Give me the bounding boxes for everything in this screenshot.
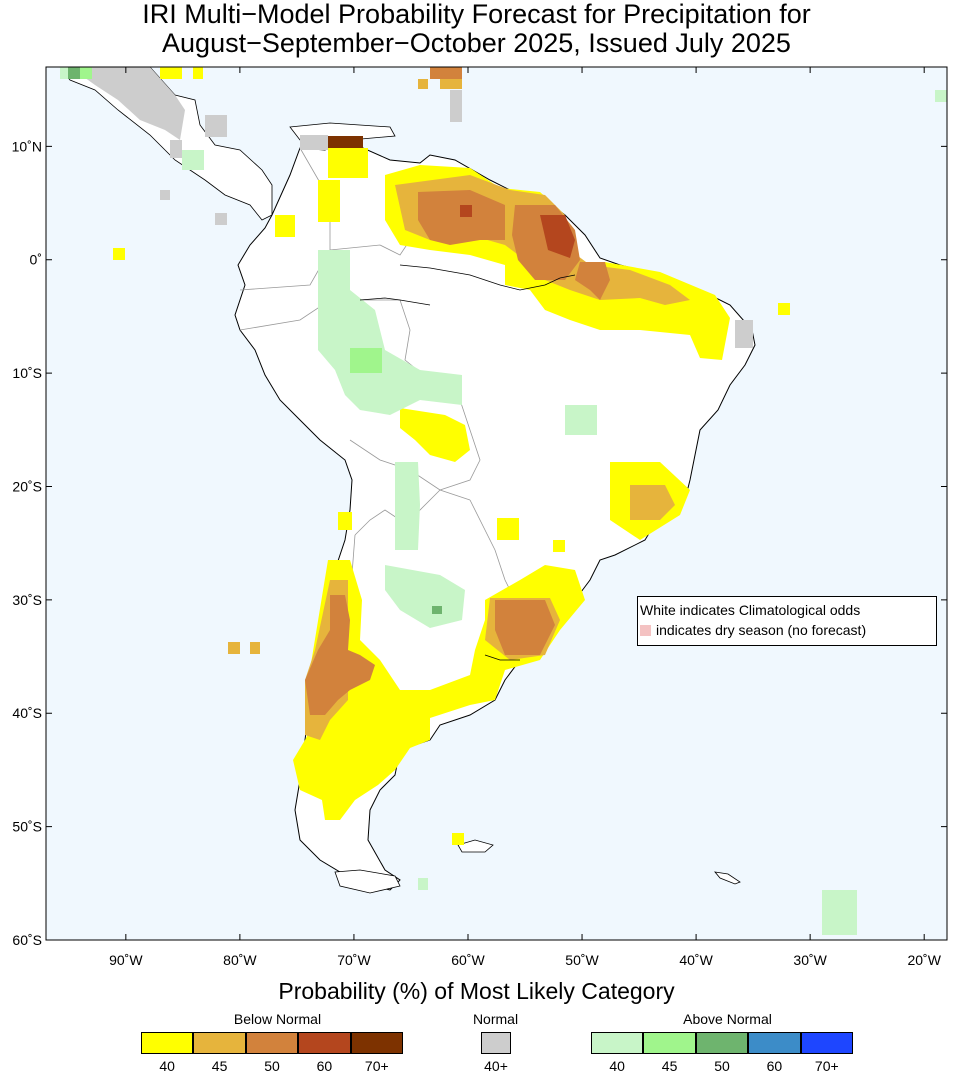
lat-label: 30˚S [12, 592, 42, 608]
above-normal-label: 70+ [814, 1058, 839, 1074]
above-normal-swatch [800, 1032, 853, 1054]
above-normal-45-areas [80, 67, 382, 373]
legend-below-title: Below Normal [233, 1011, 322, 1027]
legend-normal-title: Normal [472, 1011, 519, 1027]
lon-label: 80˚W [223, 952, 257, 968]
below-normal-swatch [298, 1032, 351, 1054]
lon-label: 70˚W [337, 952, 371, 968]
above-normal-swatch [591, 1032, 644, 1054]
above-normal-label: 50 [714, 1058, 730, 1074]
lat-label: 20˚S [12, 478, 42, 494]
longitude-axis: 90˚W 80˚W 70˚W 60˚W 50˚W 40˚W 30˚W 20˚W [109, 67, 942, 968]
below-normal-label: 40 [159, 1058, 175, 1074]
falkland-islands [457, 839, 494, 853]
south-georgia [714, 871, 741, 885]
lat-label: 10˚N [12, 138, 42, 154]
lat-label: 40˚S [12, 705, 42, 721]
dry-season-swatch [640, 625, 651, 636]
above-normal-50-areas [68, 67, 442, 614]
legend-above-title: Above Normal [683, 1011, 772, 1027]
above-normal-swatch [695, 1032, 749, 1054]
normal-label: 40+ [484, 1058, 508, 1074]
lon-label: 60˚W [451, 952, 485, 968]
map-frame [45, 66, 948, 941]
lon-label: 90˚W [109, 952, 143, 968]
lat-label: 10˚S [12, 365, 42, 381]
lon-label: 40˚W [679, 952, 713, 968]
below-normal-swatch [193, 1032, 246, 1054]
rivers [359, 264, 576, 661]
note-dry-season-text: indicates dry season (no forecast) [656, 622, 867, 638]
forecast-cells [60, 67, 947, 935]
below-normal-label: 50 [264, 1058, 280, 1074]
lon-label: 20˚W [907, 952, 941, 968]
latitude-axis: 10˚N 0˚ 10˚S 20˚S 30˚S 40˚S 50˚S 60˚S [12, 138, 947, 948]
below-normal-swatch [245, 1032, 299, 1054]
below-normal-label: 45 [211, 1058, 228, 1074]
lat-label: 60˚S [12, 932, 42, 948]
above-normal-40-areas [60, 67, 947, 935]
legend-title: Probability (%) of Most Likely Category [278, 978, 675, 1004]
lat-label: 0˚ [30, 252, 42, 268]
above-normal-label: 60 [766, 1058, 783, 1074]
lon-label: 30˚W [793, 952, 827, 968]
below-normal-label: 60 [316, 1058, 333, 1074]
below-normal-label: 70+ [364, 1058, 389, 1074]
lat-label: 50˚S [12, 819, 42, 835]
normal-40-areas [70, 67, 753, 348]
lon-label: 50˚W [565, 952, 599, 968]
above-normal-swatch [643, 1032, 696, 1054]
above-normal-label: 45 [661, 1058, 678, 1074]
title-line-2: August−September−October 2025, Issued Ju… [162, 28, 791, 58]
tierra-del-fuego [334, 869, 401, 894]
below-normal-70-areas [328, 136, 363, 148]
central-america-land [59, 66, 273, 221]
below-normal-swatch [141, 1032, 194, 1054]
below-normal-60-areas [460, 205, 575, 258]
forecast-map: 10˚N 0˚ 10˚S 20˚S 30˚S 40˚S 50˚S 60˚S 90˚W 80˚W 7… [12, 66, 948, 968]
above-normal-swatch [748, 1032, 801, 1054]
note-dry-season: indicates dry season (no forecast) [640, 620, 936, 640]
below-normal-swatch [350, 1032, 403, 1054]
normal-swatch [481, 1032, 511, 1054]
title-line-1: IRI Multi−Model Probability Forecast for… [142, 0, 811, 29]
legend-note-box: White indicates Climatological odds indi… [637, 596, 937, 646]
note-climatology: White indicates Climatological odds [640, 602, 861, 618]
above-normal-label: 40 [609, 1058, 625, 1074]
